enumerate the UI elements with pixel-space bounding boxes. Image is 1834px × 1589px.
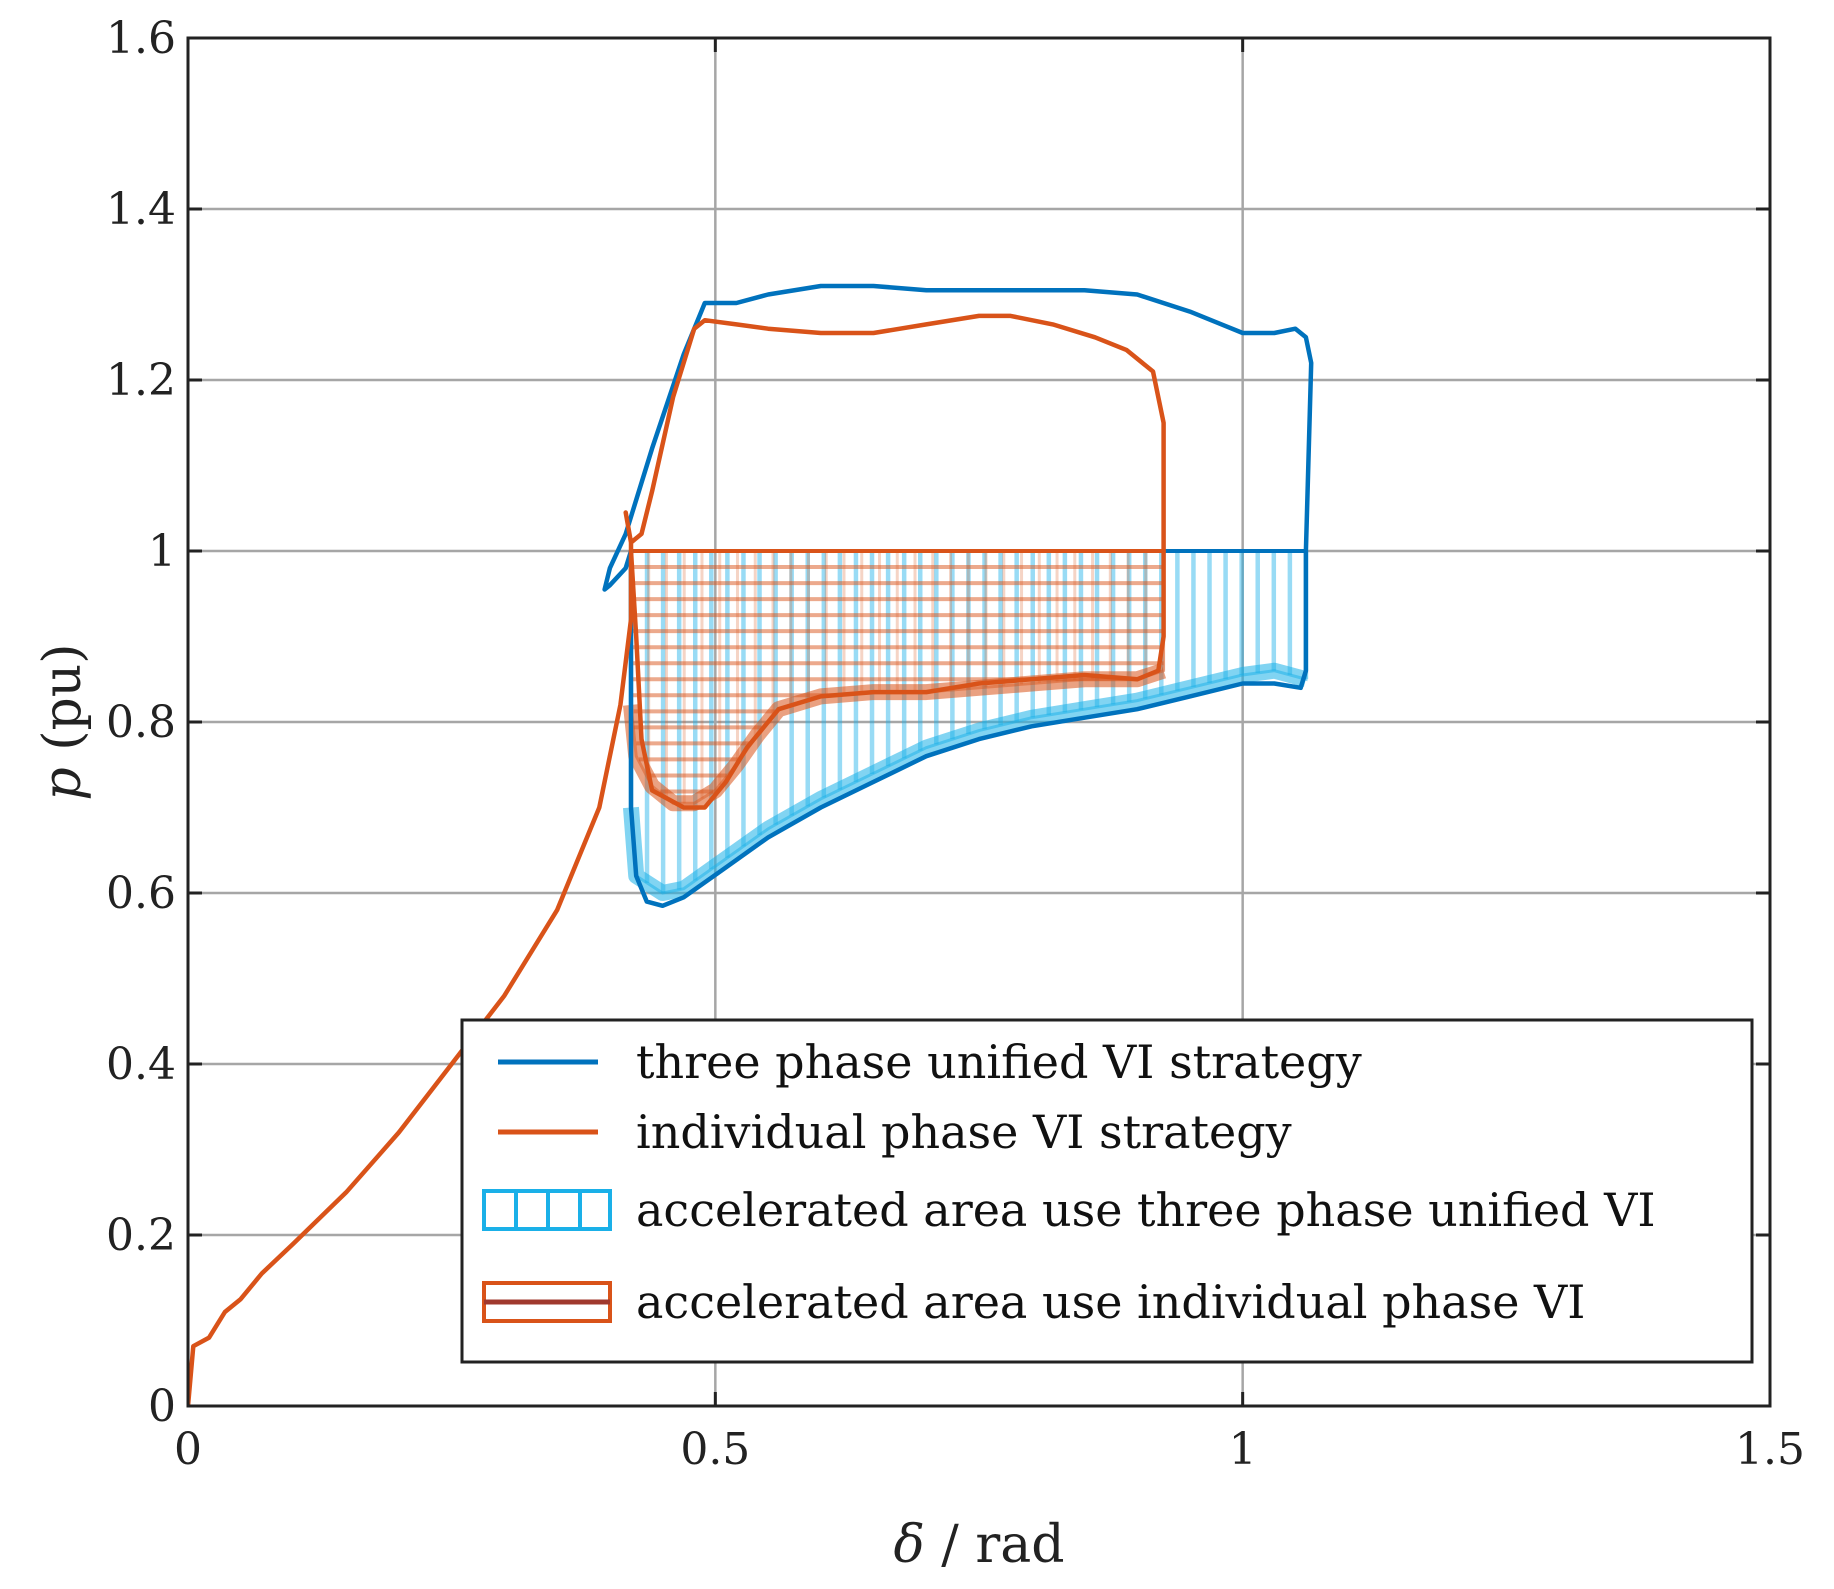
x-tick-label: 1 (1229, 1424, 1257, 1475)
legend-label: accelerated area use three phase unified… (636, 1183, 1656, 1237)
y-axis-unit: (pu) (33, 643, 93, 767)
legend-label: accelerated area use individual phase VI (636, 1275, 1585, 1329)
y-tick-label: 0.2 (106, 1210, 176, 1261)
y-axis-label: p (pu) (33, 643, 93, 800)
axis-ticks: 0 0.5 1 1.5 0 0.2 0.4 0.6 0.8 1 1.2 1.4 1.6 (106, 13, 1805, 1475)
x-axis-label: δ / rad (893, 1515, 1064, 1575)
x-tick-label: 0.5 (680, 1424, 750, 1475)
y-tick-label: 0.8 (106, 697, 176, 748)
y-axis-symbol: p (33, 767, 93, 800)
legend-label: individual phase VI strategy (636, 1105, 1292, 1159)
series-line-individual-phase (188, 313, 1166, 1406)
legend-item: individual phase VI strategy (498, 1105, 1292, 1159)
legend-box (460, 1018, 1754, 1364)
x-tick-label: 0 (174, 1424, 202, 1475)
legend-item: accelerated area use individual phase VI (482, 1275, 1585, 1329)
legend-item: three phase unified VI strategy (498, 1035, 1362, 1089)
series-lines (188, 283, 1314, 1406)
x-tick-label: 1.5 (1735, 1424, 1805, 1475)
y-tick-label: 1.6 (106, 13, 176, 64)
x-axis-unit: / rad (925, 1515, 1065, 1575)
y-tick-label: 0 (148, 1381, 176, 1432)
y-tick-label: 1.4 (106, 184, 176, 235)
y-tick-label: 1.2 (106, 355, 176, 406)
x-axis-symbol: δ (893, 1515, 924, 1575)
legend-item: accelerated area use three phase unified… (482, 1183, 1656, 1237)
y-tick-label: 0.6 (106, 868, 176, 919)
legend: three phase unified VI strategy individua… (460, 1018, 1754, 1364)
legend-label: three phase unified VI strategy (636, 1035, 1362, 1089)
y-tick-label: 0.4 (106, 1039, 176, 1090)
series-line-three-phase-unified (602, 283, 1314, 909)
y-tick-label: 1 (148, 526, 176, 577)
area-bottom-band (622, 662, 1309, 901)
